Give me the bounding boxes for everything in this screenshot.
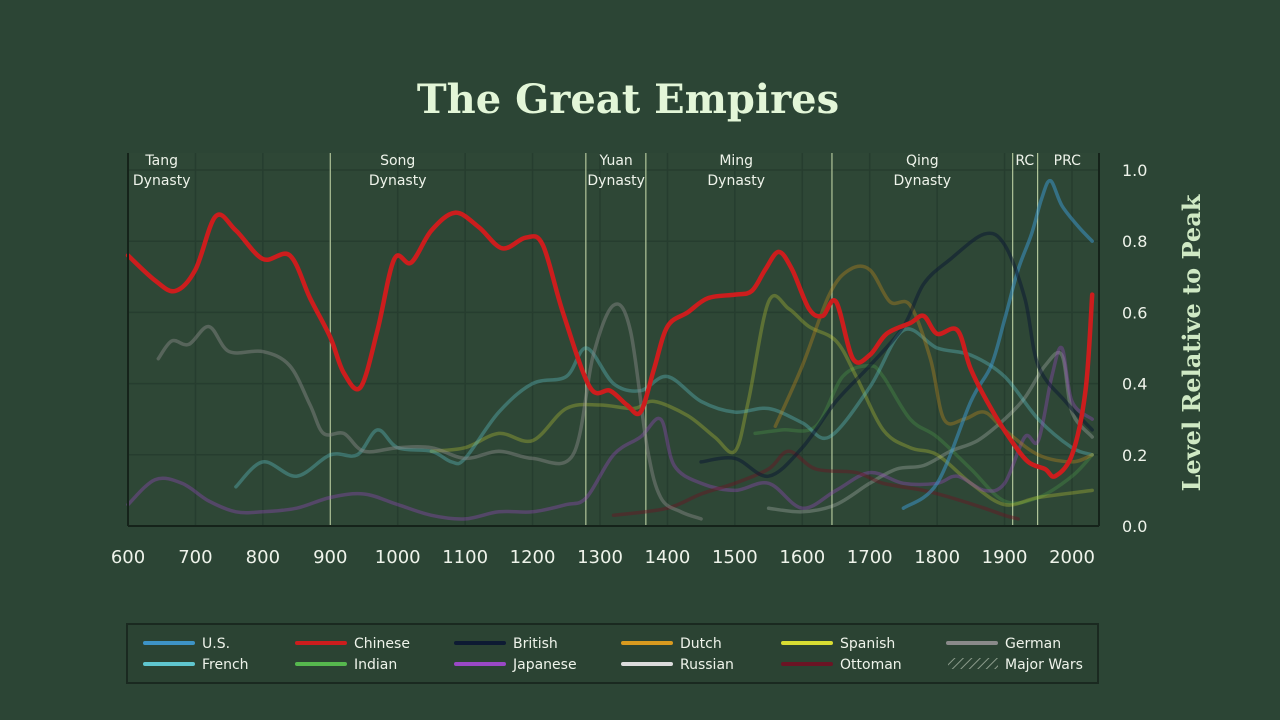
legend-label: Ottoman <box>840 657 902 673</box>
x-tick-labels: 600 700 800 900 1000 1100 1200 1300 1400 1500 1600… <box>111 547 1095 568</box>
dynasty-label: Tang <box>144 153 178 169</box>
x-tick-label: 1500 <box>712 547 758 568</box>
legend-label: Japanese <box>512 657 577 673</box>
legend-swatch-major-wars <box>948 658 998 669</box>
y-axis-label: Level Relative to Peak <box>1177 193 1206 491</box>
x-tick-label: 1900 <box>982 547 1028 568</box>
dynasty-label-sub: Dynasty <box>707 173 765 189</box>
legend: U.S. Chinese British Dutch Spanish German Fren… <box>143 636 1083 673</box>
legend-label: German <box>1005 636 1061 652</box>
dynasty-label: PRC <box>1054 153 1081 169</box>
legend-label: Chinese <box>354 636 410 652</box>
dynasty-label-sub: Dynasty <box>369 173 427 189</box>
x-tick-label: 1300 <box>577 547 623 568</box>
dynasty-label: Song <box>380 153 415 169</box>
series-layer <box>125 178 1095 521</box>
series-line-chinese <box>125 210 1095 479</box>
series-line-spanish <box>429 293 1094 507</box>
x-tick-label: 2000 <box>1049 547 1095 568</box>
legend-label: French <box>202 657 249 673</box>
series-line-japanese <box>126 345 1094 521</box>
x-tick-label: 1700 <box>847 547 893 568</box>
dynasty-label: RC <box>1015 153 1034 169</box>
x-tick-label: 1400 <box>645 547 691 568</box>
dynasty-labels: Tang Dynasty Song Dynasty Yuan Dynasty Ming Dyn… <box>133 153 1081 189</box>
series-line-german <box>156 302 703 521</box>
x-tick-label: 800 <box>246 547 280 568</box>
legend-label: Indian <box>354 657 397 673</box>
x-tick-label: 1000 <box>375 547 421 568</box>
dynasty-label-sub: Dynasty <box>133 173 191 189</box>
x-tick-label: 700 <box>178 547 212 568</box>
x-tick-label: 600 <box>111 547 145 568</box>
y-tick-label: 0.4 <box>1122 375 1147 394</box>
legend-label: British <box>513 636 558 652</box>
x-tick-label: 900 <box>313 547 347 568</box>
y-tick-label: 0.8 <box>1122 232 1147 251</box>
series-line-ottoman <box>611 449 1020 521</box>
dynasty-label-sub: Dynasty <box>587 173 645 189</box>
legend-label: Spanish <box>840 636 895 652</box>
x-tick-label: 1800 <box>914 547 960 568</box>
dynasty-label: Yuan <box>599 153 633 169</box>
series-line-dutch <box>773 264 1094 464</box>
dynasty-label-sub: Dynasty <box>894 173 952 189</box>
x-tick-label: 1600 <box>779 547 825 568</box>
series-line-russian <box>766 350 1094 514</box>
dynasty-label: Qing <box>906 153 939 169</box>
y-tick-labels: 0.0 0.2 0.4 0.6 0.8 1.0 <box>1122 161 1147 536</box>
series-line-indian <box>753 364 1094 505</box>
legend-label: Major Wars <box>1005 657 1083 673</box>
legend-label: U.S. <box>202 636 230 652</box>
series-line-british <box>699 231 1094 478</box>
dynasty-label: Ming <box>719 153 753 169</box>
y-tick-label: 1.0 <box>1122 161 1147 180</box>
legend-label: Russian <box>680 657 734 673</box>
x-tick-label: 1100 <box>442 547 488 568</box>
x-tick-label: 1200 <box>510 547 556 568</box>
y-tick-label: 0.6 <box>1122 303 1147 322</box>
series-line-french <box>234 327 1094 489</box>
legend-label: Dutch <box>680 636 722 652</box>
y-tick-label: 0.2 <box>1122 446 1147 465</box>
series-line-us <box>901 178 1094 510</box>
y-tick-label: 0.0 <box>1122 517 1147 536</box>
legend-box <box>126 623 1099 684</box>
chart-title: The Great Empires <box>417 76 839 123</box>
